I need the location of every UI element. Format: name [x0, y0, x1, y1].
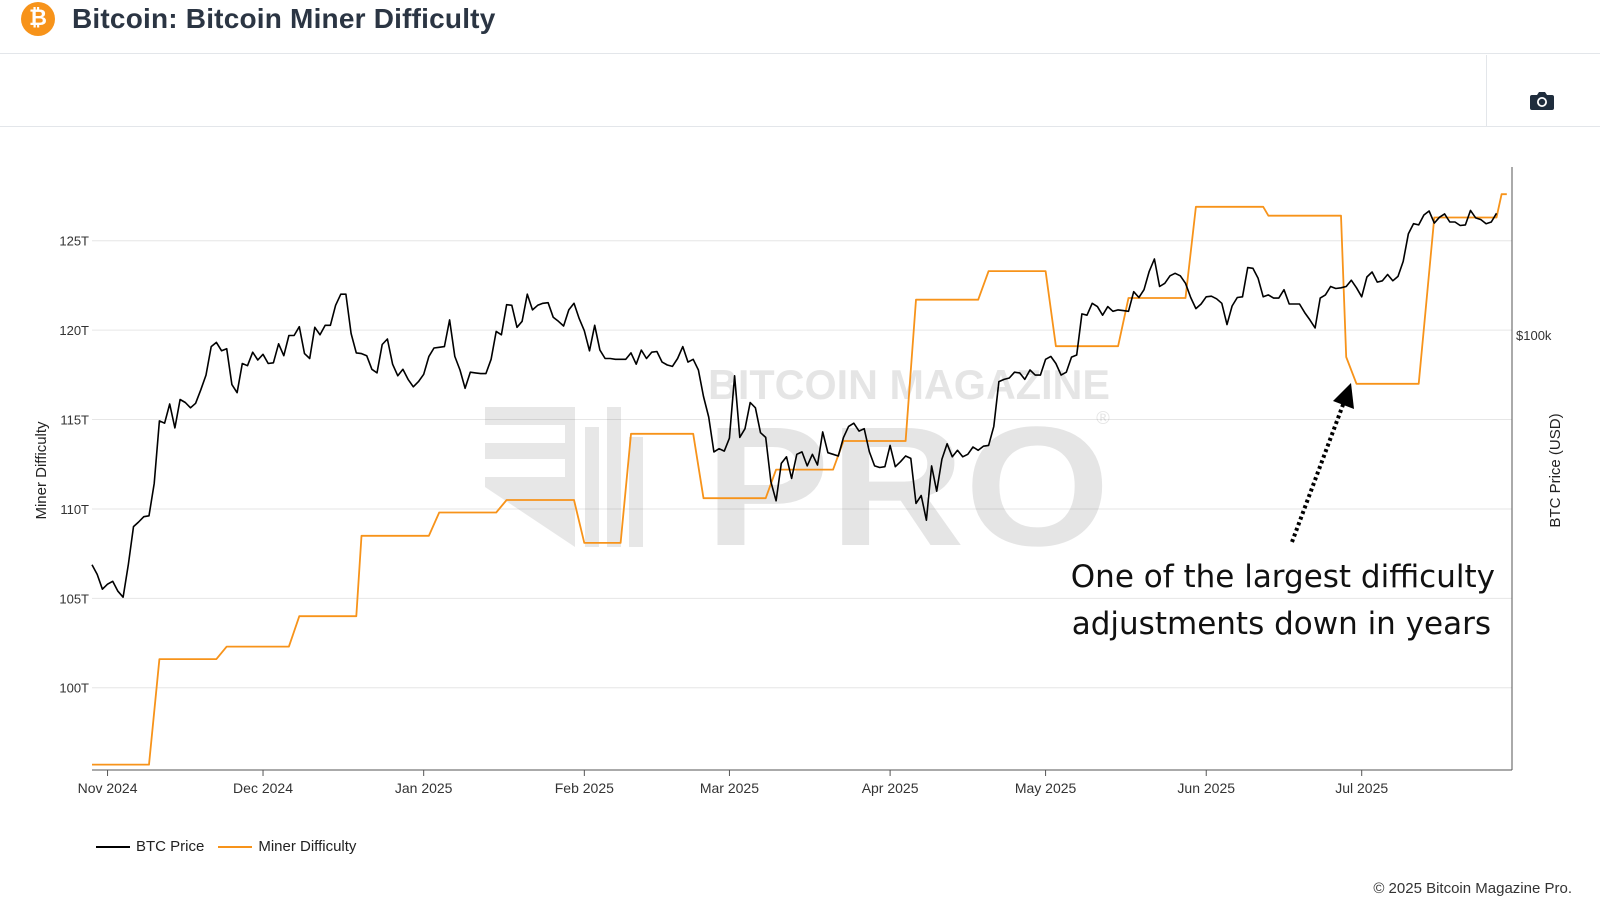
- x-tick-label: Jul 2025: [1335, 780, 1388, 796]
- legend-label: BTC Price: [136, 838, 205, 855]
- y-tick-label: 100T: [59, 681, 89, 696]
- watermark-registered: ®: [1094, 408, 1112, 429]
- y-tick-label: 110T: [60, 502, 89, 517]
- page-title: Bitcoin: Bitcoin Miner Difficulty: [72, 3, 496, 34]
- legend-swatch: [96, 845, 130, 848]
- watermark: BITCOIN MAGAZINE PRO ®: [485, 361, 1112, 582]
- chart-legend: BTC Price Miner Difficulty: [96, 838, 370, 855]
- x-tick-label: Nov 2024: [78, 780, 138, 796]
- legend-item-miner-difficulty[interactable]: Miner Difficulty: [218, 838, 356, 855]
- camera-icon: [1530, 92, 1554, 110]
- x-tick-label: Feb 2025: [555, 780, 614, 796]
- x-tick-label: Jan 2025: [395, 780, 453, 796]
- y-tick-label: 125T: [59, 234, 89, 249]
- screenshot-button[interactable]: [1528, 88, 1556, 112]
- watermark-logo-icon: [485, 407, 643, 547]
- x-tick-label: Apr 2025: [862, 780, 919, 796]
- x-tick-label: Dec 2024: [233, 780, 293, 796]
- axes: 100T 105T 110T 115T 120T 125T $100k Nov 2024 Dec…: [33, 167, 1564, 796]
- page-header: ₿ Bitcoin: Bitcoin Miner Difficulty: [0, 0, 1600, 54]
- toolbar-divider: [1486, 55, 1487, 126]
- series: [91, 193, 1507, 766]
- legend-item-btc-price[interactable]: BTC Price: [96, 838, 204, 855]
- x-tick-label: Jun 2025: [1177, 780, 1235, 796]
- miner-difficulty-chart: BITCOIN MAGAZINE PRO ® 100T105T110T115T1…: [33, 167, 1564, 796]
- y-tick-label: 115T: [60, 413, 89, 428]
- gridlines: [92, 240, 1512, 689]
- y2-tick-label: $100k: [1516, 328, 1552, 343]
- annotation-arrow-head: [1333, 383, 1354, 409]
- x-tick-label: Mar 2025: [700, 780, 759, 796]
- y-axis-title: Miner Difficulty: [33, 421, 50, 520]
- legend-swatch: [218, 845, 253, 848]
- copyright-text: © 2025 Bitcoin Magazine Pro.: [1373, 880, 1572, 897]
- y-tick-label: 105T: [59, 591, 89, 606]
- legend-label: Miner Difficulty: [258, 838, 357, 855]
- y2-axis-title: BTC Price (USD): [1547, 413, 1564, 527]
- y-tick-label: 120T: [59, 323, 89, 338]
- annotation: One of the largest difficulty adjustment…: [1071, 383, 1495, 642]
- annotation-line1: One of the largest difficulty: [1071, 559, 1495, 595]
- chart-toolbar: [0, 55, 1600, 127]
- annotation-arrow-shaft: [1290, 401, 1346, 543]
- annotation-line2: adjustments down in years: [1072, 606, 1491, 642]
- btc-price-line: [91, 209, 1498, 599]
- x-tick-label: May 2025: [1015, 780, 1077, 796]
- bitcoin-logo-icon: ₿: [21, 2, 55, 36]
- miner-difficulty-line: [92, 193, 1507, 766]
